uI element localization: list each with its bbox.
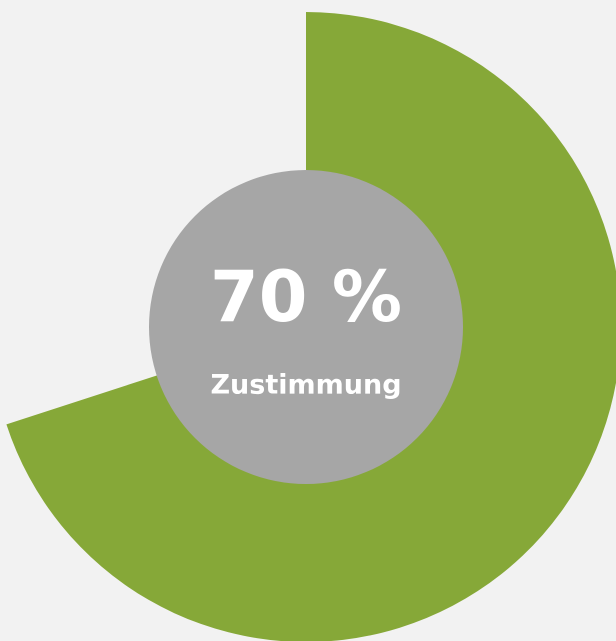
center-circle (149, 170, 463, 484)
value-label: 70 % (210, 256, 402, 338)
category-label: Zustimmung (210, 370, 401, 401)
